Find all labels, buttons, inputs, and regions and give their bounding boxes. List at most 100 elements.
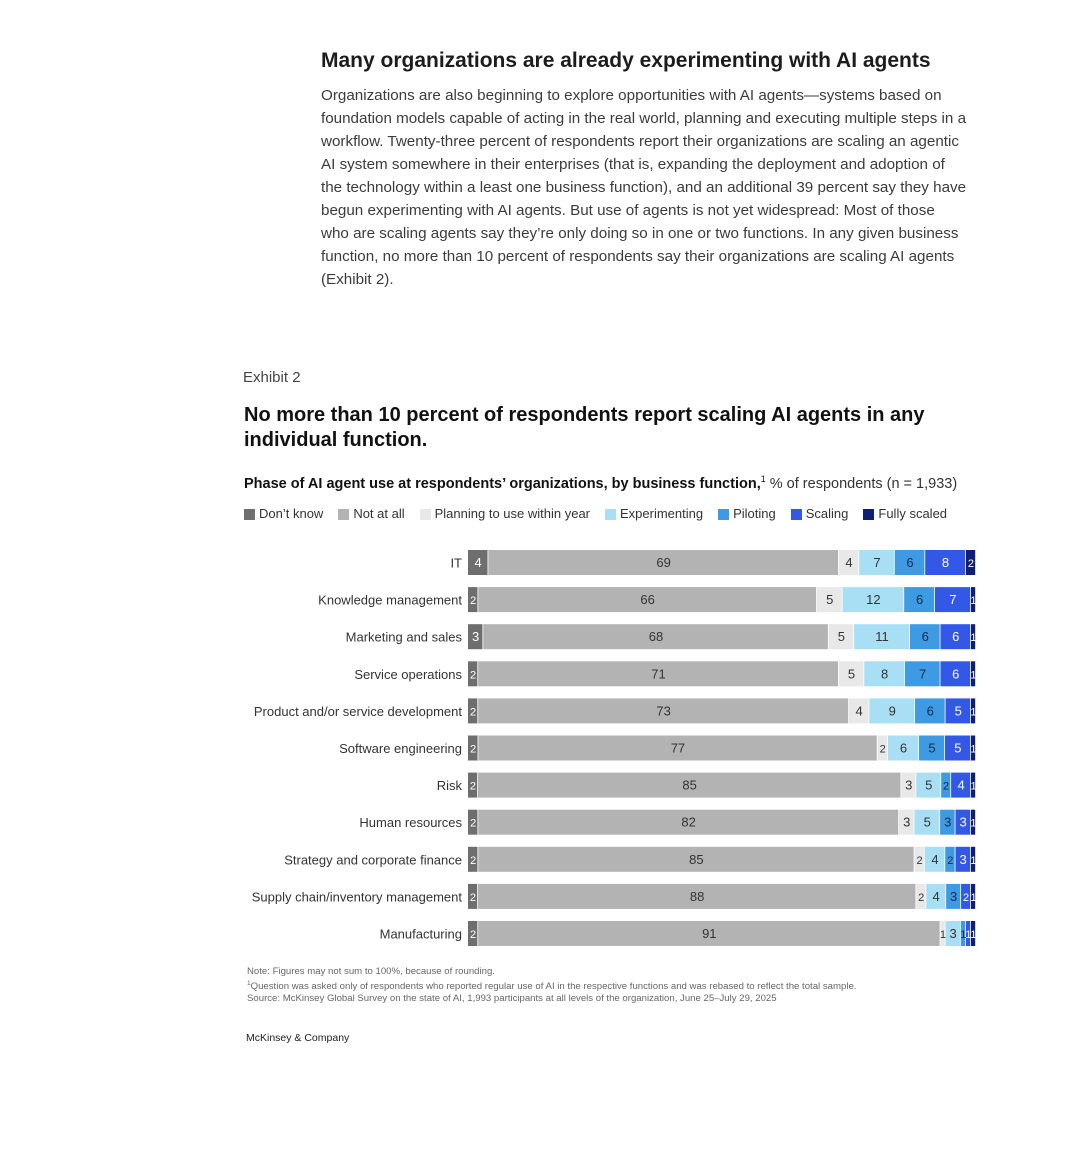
bar-segment [478, 735, 877, 761]
note-source: Source: McKinsey Global Survey on the st… [247, 993, 777, 1005]
bar-value-label: 3 [960, 852, 967, 867]
bar-value-label: 1 [970, 892, 976, 904]
chart-title: No more than 10 percent of respondents r… [244, 404, 925, 451]
chart-subtitle-unit: % of respondents (n = 1,933) [765, 476, 958, 492]
bar-segment [970, 661, 976, 687]
bar-segment [970, 921, 976, 946]
bar-value-label: 3 [472, 629, 479, 644]
bar-segment [468, 883, 478, 909]
bar-value-label: 2 [470, 855, 476, 867]
bar-value-label: 1 [940, 929, 946, 941]
exhibit: Exhibit 2 No more than 10 percent of res… [243, 368, 1003, 521]
chart-subtitle-main: Phase of AI agent use at respondents’ or… [244, 476, 761, 492]
bar-segment [945, 921, 960, 946]
bar-segment [869, 698, 915, 724]
bar-segment [894, 550, 925, 575]
bar-value-label: 1 [970, 744, 976, 756]
bar-segment [842, 587, 904, 613]
legend-label: Fully scaled [878, 506, 948, 521]
bar-value-label: 4 [856, 703, 863, 718]
bar-segment [970, 809, 976, 835]
bar-segment [838, 661, 864, 687]
bar-segment [970, 698, 976, 724]
bar-value-label: 5 [925, 778, 932, 793]
bar-value-label: 3 [903, 815, 910, 830]
bar-segment [944, 735, 971, 761]
bar-value-label: 3 [960, 815, 967, 830]
bar-segment [916, 883, 926, 909]
bar-value-label: 5 [924, 815, 931, 830]
category-label: Risk [437, 778, 463, 793]
bar-value-label: 6 [916, 592, 923, 607]
bar-value-label: 85 [682, 778, 696, 793]
footnote-text: Question was asked only of respondents w… [250, 981, 857, 993]
legend-label: Scaling [805, 506, 849, 521]
bar-segment [477, 883, 916, 909]
category-label: Human resources [359, 815, 462, 830]
bar-segment [971, 772, 976, 798]
bar-segment [960, 921, 966, 946]
article-body-line: (Exhibit 2). [321, 271, 394, 288]
bar-segment [915, 698, 945, 724]
bar-segment [940, 661, 971, 687]
bar-segment [478, 698, 849, 724]
bar-value-label: 2 [470, 818, 476, 830]
bar-value-label: 8 [881, 666, 888, 681]
article-body: Organizations are also beginning to expl… [321, 84, 991, 291]
bar-value-label: 77 [671, 741, 685, 756]
bar-segment [970, 735, 976, 761]
bar-value-label: 1 [970, 595, 976, 607]
chart-subtitle-footnote-mark: 1 [760, 474, 766, 485]
legend-label: Not at all [353, 506, 405, 521]
bar-value-label: 2 [470, 744, 476, 756]
bar-segment [945, 846, 955, 872]
bar-segment [887, 735, 919, 761]
category-label: Supply chain/inventory management [252, 889, 463, 904]
bar-value-label: 2 [470, 595, 476, 607]
bar-value-label: 4 [475, 555, 482, 570]
bar-value-label: 1 [970, 929, 976, 941]
bar-value-label: 2 [968, 558, 974, 570]
legend-swatch [718, 508, 730, 520]
chart-legend: Don’t know Not at all Planning to use with… [244, 506, 962, 522]
bar-segment [926, 883, 946, 909]
bar-value-label: 1 [970, 669, 976, 681]
bar-value-label: 2 [880, 744, 886, 756]
legend-item: Piloting [718, 506, 776, 522]
bar-segment [951, 772, 971, 798]
bar-value-label: 1 [970, 781, 976, 793]
bar-segment [483, 624, 828, 650]
article-section: Many organizations are already experimen… [321, 48, 991, 291]
legend-item: Fully scaled [863, 506, 947, 522]
chart-subtitle: Phase of AI agent use at respondents’ or… [244, 474, 957, 494]
bar-segment [816, 587, 842, 613]
bar-value-label: 2 [470, 892, 476, 904]
article-heading: Many organizations are already experimen… [321, 49, 931, 72]
bar-segment [468, 772, 478, 798]
bar-value-label: 3 [950, 926, 957, 941]
legend-swatch [605, 508, 616, 520]
bar-value-label: 1 [970, 855, 976, 867]
bar-value-label: 5 [826, 592, 833, 607]
bar-value-label: 2 [470, 706, 476, 718]
legend-item: Planning to use within year [419, 506, 590, 522]
legend-swatch [338, 508, 350, 520]
bar-value-label: 1 [970, 706, 976, 718]
bar-segment [955, 846, 971, 872]
bar-value-label: 5 [848, 666, 855, 681]
bar-segment [477, 772, 901, 798]
bar-segment [864, 661, 905, 687]
category-label: Product and/or service development [254, 704, 463, 719]
bar-segment [925, 550, 966, 575]
bar-value-label: 1 [970, 818, 976, 830]
bar-value-label: 82 [681, 815, 695, 830]
bar-segment [468, 809, 478, 835]
bar-segment [941, 772, 951, 798]
bar-value-label: 2 [470, 669, 476, 681]
bar-value-label: 71 [651, 666, 665, 681]
bar-segment [838, 550, 859, 575]
bar-segment [904, 587, 935, 613]
bar-segment [901, 772, 916, 798]
legend-swatch [863, 508, 875, 520]
